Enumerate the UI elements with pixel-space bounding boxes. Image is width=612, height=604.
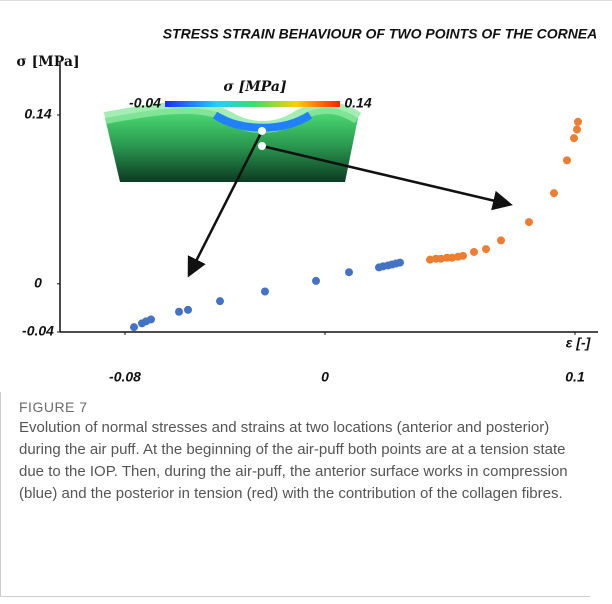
chart: STRESS STRAIN BEHAVIOUR OF TWO POINTS OF… xyxy=(0,0,612,385)
caption-label: FIGURE 7 xyxy=(19,399,88,415)
point xyxy=(574,117,582,126)
y-axis-label: σ [MPa] xyxy=(16,54,79,70)
point xyxy=(550,189,558,198)
caption: FIGURE 7 Evolution of normal stresses an… xyxy=(0,392,590,597)
point xyxy=(525,218,533,227)
x-tick-label: 0.1 xyxy=(565,369,585,385)
point xyxy=(470,247,478,256)
point xyxy=(312,276,320,285)
point xyxy=(261,287,269,296)
arrow xyxy=(187,130,264,278)
point xyxy=(147,315,155,324)
chart-title: STRESS STRAIN BEHAVIOUR OF TWO POINTS OF… xyxy=(163,26,598,42)
point xyxy=(437,254,445,263)
x-tick-label: 0 xyxy=(321,369,329,385)
y-tick-label: 0 xyxy=(34,274,42,290)
point xyxy=(216,297,224,306)
x-axis-label: ε [-] xyxy=(566,335,592,351)
point xyxy=(396,258,404,267)
point xyxy=(570,134,578,143)
anterior-point xyxy=(258,127,266,135)
point xyxy=(345,268,353,277)
colorbar-min: -0.04 xyxy=(129,95,161,111)
posterior-point xyxy=(258,142,266,150)
point xyxy=(482,245,490,254)
y-tick-label: 0.14 xyxy=(24,106,51,122)
point xyxy=(130,323,138,332)
point xyxy=(184,305,192,314)
colorbar-max: 0.14 xyxy=(344,95,371,111)
y-tick-label: -0.04 xyxy=(22,323,54,339)
colorbar xyxy=(165,101,340,107)
arrow xyxy=(261,144,513,211)
inset-title: σ [MPa] xyxy=(223,79,287,95)
point xyxy=(497,236,505,245)
inset: σ [MPa] -0.04 0.14 xyxy=(103,79,513,278)
point xyxy=(175,307,183,316)
caption-text: Evolution of normal stresses and strains… xyxy=(19,419,568,502)
point xyxy=(448,253,456,262)
x-tick-label: -0.08 xyxy=(109,369,141,385)
point xyxy=(563,156,571,165)
point xyxy=(459,251,467,260)
point xyxy=(573,125,581,134)
point xyxy=(426,255,434,264)
